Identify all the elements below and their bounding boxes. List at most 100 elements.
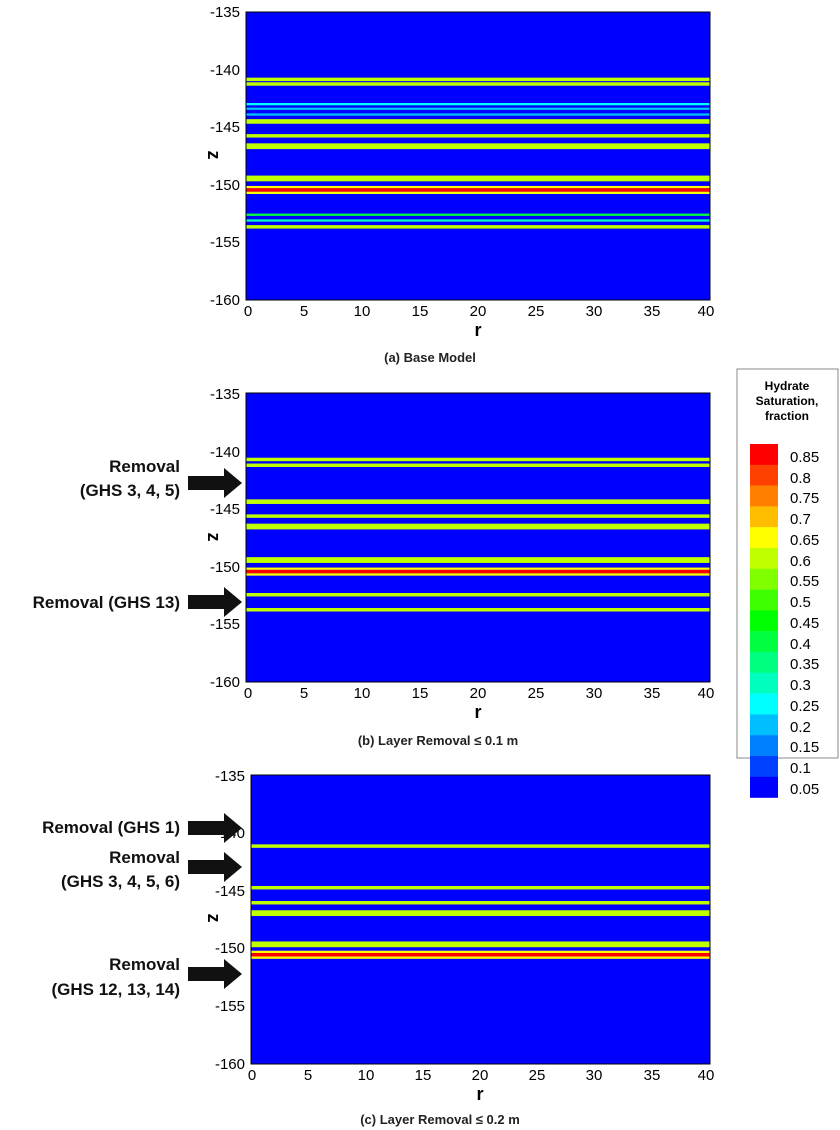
y-tick-label: -160 (210, 292, 240, 309)
legend-labels: 0.85 0.8 0.75 0.7 0.65 0.6 0.55 0.5 0.45… (790, 449, 819, 798)
hydrate-layer-band (246, 592, 710, 597)
hydrate-layer-band (246, 191, 710, 195)
legend-label: 0.8 (790, 470, 811, 487)
legend-label: 0.55 (790, 573, 819, 590)
hydrate-layers-a (246, 77, 710, 229)
legend-swatch (750, 444, 778, 465)
hydrate-layer-band (251, 956, 710, 959)
legend-label: 0.05 (790, 781, 819, 798)
x-tick-label: 35 (644, 303, 661, 320)
y-tick-label: -145 (215, 883, 245, 900)
arrow-right-icon (188, 959, 242, 989)
x-tick-label: 10 (358, 1067, 375, 1084)
arrow-right-icon (188, 813, 242, 843)
legend-swatch (750, 652, 778, 673)
hydrate-layer-band (251, 910, 710, 917)
x-tick-label: 5 (300, 303, 308, 320)
legend-title-line: fraction (765, 409, 809, 423)
plot-frame-c (250, 774, 711, 1065)
y-tick-label: -140 (210, 444, 240, 461)
x-tick-label: 15 (412, 685, 429, 702)
arrow-right-icon (188, 468, 242, 498)
hydrate-layer-band (246, 557, 710, 563)
legend-label: 0.65 (790, 532, 819, 549)
annotation-removal-ghs-3-4-5: Removal (GHS 3, 4, 5) (80, 457, 242, 500)
legend-label: 0.2 (790, 719, 811, 736)
legend-swatch (750, 568, 778, 590)
plot-area-c (251, 775, 710, 1064)
legend-swatch (750, 672, 778, 694)
x-tick-labels-c: 0 5 10 15 20 25 30 35 40 (248, 1067, 715, 1084)
annotation-removal-ghs-12-13-14: Removal (GHS 12, 13, 14) (51, 955, 242, 999)
x-axis-label-c: r (476, 1084, 483, 1104)
hydrate-layer-band (246, 175, 710, 182)
y-tick-label: -135 (210, 386, 240, 403)
panel-base-model: -135 -140 -145 -150 -155 -160 0 5 10 15 … (204, 4, 714, 365)
hydrate-layer-band (246, 514, 710, 518)
x-tick-labels-b: 0 5 10 15 20 25 30 35 40 (244, 685, 715, 702)
legend-swatch (750, 776, 778, 798)
annotation-removal-ghs-3-4-5-6: Removal (GHS 3, 4, 5, 6) (61, 848, 242, 891)
panel-caption-c: (c) Layer Removal ≤ 0.2 m (360, 1112, 520, 1127)
x-tick-label: 40 (698, 685, 715, 702)
y-axis-label-a: z (204, 151, 224, 160)
x-axis-label-b: r (474, 702, 481, 722)
hydrate-layer-band (246, 143, 710, 150)
hydrate-layer-band (251, 885, 710, 890)
legend-swatch (750, 464, 778, 486)
legend-swatches (750, 444, 778, 798)
hydrate-layer-band (246, 107, 710, 110)
y-tick-label: -155 (210, 234, 240, 251)
legend-swatch (750, 714, 778, 736)
panel-layer-removal-0-1: -135 -140 -145 -150 -155 -160 0 5 10 15 … (33, 386, 715, 748)
y-tick-label: -160 (210, 674, 240, 691)
x-tick-label: 35 (644, 1067, 661, 1084)
x-tick-label: 20 (470, 303, 487, 320)
hydrate-layer-band (246, 213, 710, 216)
y-tick-labels-b: -135 -140 -145 -150 -155 -160 (210, 386, 240, 691)
panel-caption-b: (b) Layer Removal ≤ 0.1 m (358, 733, 518, 748)
legend-swatch (750, 610, 778, 632)
annotation-text: Removal (109, 457, 180, 476)
color-legend: Hydrate Saturation, fraction 0.85 0.8 0.… (736, 368, 839, 798)
hydrate-layer-band (246, 185, 710, 189)
hydrate-layer-band (246, 463, 710, 467)
hydrate-layer-band (246, 119, 710, 124)
hydrate-layer-band (246, 457, 710, 462)
legend-label: 0.3 (790, 677, 811, 694)
x-tick-label: 5 (300, 685, 308, 702)
hydrate-layer-band (246, 219, 710, 222)
legend-title-line: Hydrate (765, 379, 810, 393)
x-tick-label: 0 (248, 1067, 256, 1084)
x-tick-label: 20 (472, 1067, 489, 1084)
arrow-right-icon (188, 852, 242, 882)
x-tick-label: 0 (244, 303, 252, 320)
legend-swatch (750, 693, 778, 715)
y-tick-label: -145 (210, 119, 240, 136)
x-tick-label: 20 (470, 685, 487, 702)
hydrate-layer-band (251, 950, 710, 954)
legend-swatch (750, 485, 778, 507)
legend-label: 0.15 (790, 739, 819, 756)
annotation-text: Removal (109, 955, 180, 974)
plot-frame-a (245, 11, 711, 301)
legend-title-line: Saturation, (756, 394, 819, 408)
hydrate-layers-b (246, 457, 710, 612)
x-tick-label: 25 (528, 685, 545, 702)
hydrate-layer-band (246, 567, 710, 570)
legend-label: 0.6 (790, 553, 811, 570)
annotation-removal-ghs-1: Removal (GHS 1) (42, 813, 242, 843)
legend-swatch (750, 506, 778, 528)
arrow-right-icon (188, 587, 242, 617)
legend-label: 0.7 (790, 511, 811, 528)
x-tick-label: 25 (528, 303, 545, 320)
x-tick-label: 35 (644, 685, 661, 702)
x-tick-label: 40 (698, 303, 715, 320)
hydrate-layer-band (251, 941, 710, 948)
hydrate-layer-band (246, 113, 710, 116)
x-tick-label: 10 (354, 685, 371, 702)
y-tick-label: -150 (210, 559, 240, 576)
y-tick-label: -140 (210, 62, 240, 79)
legend-label: 0.5 (790, 594, 811, 611)
